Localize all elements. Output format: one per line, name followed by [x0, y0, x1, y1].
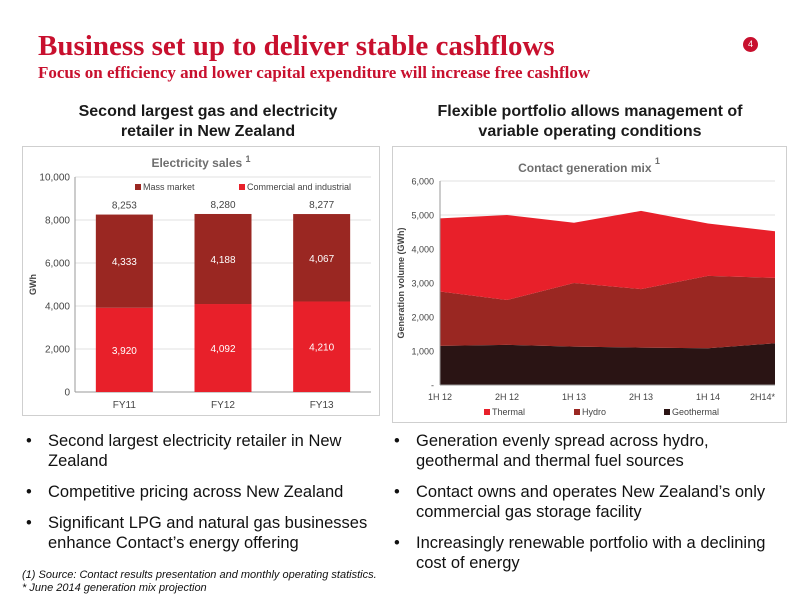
legend-label: Geothermal: [672, 407, 719, 417]
left-section-heading: Second largest gas and electricity retai…: [38, 102, 378, 142]
bar-value-label: 4,067: [309, 254, 334, 265]
legend-label: Commercial and industrial: [247, 182, 351, 192]
area-series: [440, 275, 775, 349]
bullet-item: • Significant LPG and natural gas busines…: [22, 513, 394, 553]
left-bullet-list: • Second largest electricity retailer in …: [22, 431, 394, 564]
right-heading-line2: variable operating conditions: [478, 123, 702, 140]
bullet-dot-icon: •: [26, 432, 32, 450]
footnote-source: (1) Source: Contact results presentation…: [22, 569, 377, 581]
legend-swatch: [239, 184, 245, 190]
bar-value-label: 4,210: [309, 343, 334, 354]
left-heading-line2: retailer in New Zealand: [120, 123, 296, 140]
x-tick-label: FY12: [211, 400, 235, 411]
bar-value-label: 3,920: [112, 346, 137, 357]
chart-title-superscript: 1: [246, 154, 251, 164]
bullet-dot-icon: •: [394, 432, 400, 450]
bullet-text: Generation evenly spread across hydro, g…: [416, 432, 709, 470]
x-tick-label: 2H14*: [750, 392, 776, 402]
y-axis-label: Generation volume (GWh): [396, 227, 406, 338]
bullet-item: • Generation evenly spread across hydro, …: [390, 431, 770, 471]
y-tick-label: 3,000: [411, 279, 434, 289]
y-tick-label: 10,000: [39, 173, 70, 184]
bullet-item: • Increasingly renewable portfolio with a…: [390, 533, 770, 573]
electricity-sales-chart: Electricity sales 1 0 2,000 4,000 6,000 8,000…: [28, 154, 371, 411]
x-tick-label: FY11: [113, 400, 137, 411]
bar-value-label: 4,333: [112, 257, 137, 268]
bullet-text: Increasingly renewable portfolio with a …: [416, 534, 766, 572]
area-series: [440, 210, 775, 300]
y-tick-label: -: [431, 381, 434, 391]
legend-swatch: [664, 409, 670, 415]
slide-title: Business set up to deliver stable cashfl…: [38, 30, 555, 62]
y-tick-label: 6,000: [45, 259, 70, 270]
y-tick-label: 1,000: [411, 347, 434, 357]
bullet-dot-icon: •: [26, 514, 32, 532]
page-number-badge: 4: [743, 37, 758, 52]
y-tick-label: 0: [64, 388, 70, 399]
slide-subtitle: Focus on efficiency and lower capital ex…: [38, 63, 591, 82]
bullet-text: Second largest electricity retailer in N…: [48, 432, 342, 470]
right-bullet-list: • Generation evenly spread across hydro, …: [390, 431, 770, 584]
chart-title-superscript: 1: [655, 156, 660, 166]
y-tick-label: 2,000: [45, 345, 70, 356]
legend-label: Hydro: [582, 407, 606, 417]
legend-label: Mass market: [143, 182, 195, 192]
electricity-sales-chart-panel: Electricity sales 1 0 2,000 4,000 6,000 8,000…: [22, 146, 380, 416]
right-heading-line1: Flexible portfolio allows management of: [437, 103, 743, 120]
bar-value-label: 4,188: [210, 255, 235, 266]
bullet-dot-icon: •: [26, 483, 32, 501]
bullet-item: • Competitive pricing across New Zealand: [22, 482, 394, 502]
bar-segment: [293, 214, 351, 302]
bar-total-label: 8,280: [210, 200, 235, 211]
bar-segment: [293, 301, 351, 392]
y-tick-label: 8,000: [45, 216, 70, 227]
y-tick-label: 4,000: [411, 245, 434, 255]
x-tick-label: 2H 13: [629, 392, 653, 402]
bullet-text: Competitive pricing across New Zealand: [48, 483, 344, 501]
bullet-item: • Contact owns and operates New Zealand’s…: [390, 482, 770, 522]
legend-swatch: [135, 184, 141, 190]
bar-total-label: 8,277: [309, 200, 334, 211]
y-tick-label: 5,000: [411, 211, 434, 221]
x-tick-label: FY13: [310, 400, 334, 411]
chart-title: Contact generation mix 1: [518, 156, 660, 175]
bullet-dot-icon: •: [394, 534, 400, 552]
x-tick-label: 2H 12: [495, 392, 519, 402]
bar-value-label: 4,092: [210, 344, 235, 355]
bar-segment: [194, 213, 252, 305]
footnotes: (1) Source: Contact results presentation…: [22, 569, 377, 595]
y-tick-label: 2,000: [411, 313, 434, 323]
bar-total-label: 8,253: [112, 201, 137, 212]
bullet-text: Contact owns and operates New Zealand’s …: [416, 483, 766, 521]
bullet-dot-icon: •: [394, 483, 400, 501]
bar-segment: [95, 214, 153, 308]
y-tick-label: 6,000: [411, 177, 434, 187]
x-tick-label: 1H 13: [562, 392, 586, 402]
legend-swatch: [484, 409, 490, 415]
y-tick-label: 4,000: [45, 302, 70, 313]
x-tick-label: 1H 14: [696, 392, 720, 402]
generation-mix-chart-panel: Contact generation mix 1 - 1,000 2,000 3,000…: [392, 146, 787, 423]
bullet-text: Significant LPG and natural gas business…: [48, 514, 368, 552]
footnote-projection: * June 2014 generation mix projection: [22, 582, 207, 594]
left-heading-line1: Second largest gas and electricity: [78, 103, 338, 120]
y-axis-label: GWh: [28, 274, 38, 295]
legend-swatch: [574, 409, 580, 415]
generation-mix-chart: Contact generation mix 1 - 1,000 2,000 3,000…: [396, 156, 776, 417]
legend-label: Thermal: [492, 407, 525, 417]
bar-segment: [95, 307, 153, 392]
area-series: [440, 343, 775, 385]
x-tick-label: 1H 12: [428, 392, 452, 402]
bullet-item: • Second largest electricity retailer in …: [22, 431, 394, 471]
chart-title: Electricity sales 1: [151, 154, 250, 170]
bar-segment: [194, 304, 252, 392]
right-section-heading: Flexible portfolio allows management of …: [405, 102, 775, 142]
